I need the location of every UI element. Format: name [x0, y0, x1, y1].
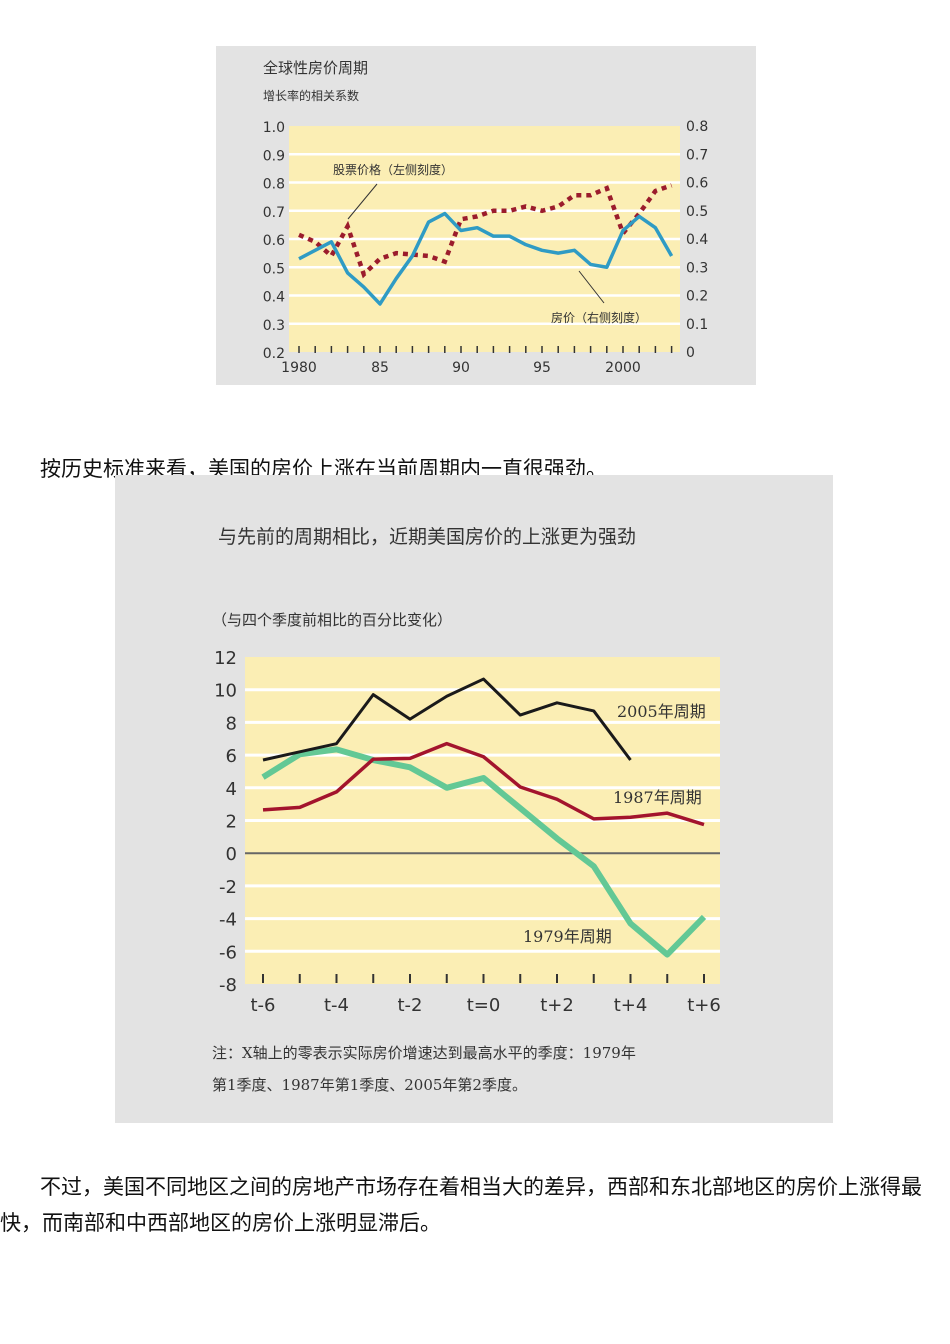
series-1979-cycle — [261, 746, 707, 958]
figure-global-housing-cycle: 全球性房价周期 增长率的相关系数 1.0 0.9 0.8 0.7 0.6 0.5 0.4 0.3 0… — [216, 46, 756, 385]
y-left-tick-label: 0.8 — [263, 177, 285, 193]
paragraph-regional-differences: 不过，美国不同地区之间的房地产市场存在着相当大的差异，西部和东北部地区的房价上涨… — [0, 1175, 922, 1235]
label-1979-cycle: 1979年周期 — [523, 927, 612, 946]
x-tick-label: 2000 — [605, 360, 641, 376]
y-tick-label: -2 — [219, 877, 237, 898]
x-tick-label: 85 — [371, 360, 389, 376]
y-left-tick-label: 0.7 — [263, 205, 285, 221]
y-left-tick-label: 0.2 — [263, 346, 285, 362]
y-right-tick-label: 0 — [686, 345, 695, 361]
annotation-stock: 股票价格（左侧刻度） — [333, 162, 453, 177]
y-tick-label: 8 — [226, 713, 237, 734]
y-right-tick-label: 0.1 — [686, 317, 708, 333]
label-1987-cycle: 1987年周期 — [613, 788, 702, 807]
x-tick-label: 90 — [452, 360, 470, 376]
y-left-tick-label: 0.4 — [263, 290, 285, 306]
series-1987-cycle — [262, 741, 705, 827]
y-tick-label: -6 — [219, 942, 237, 963]
y-tick-label: 2 — [226, 812, 237, 833]
y-left-tick-label: 0.3 — [263, 318, 285, 334]
chart-note-line2: 第1季度、1987年第1季度、2005年第2季度。 — [212, 1076, 527, 1094]
x-tick-label: t+2 — [540, 995, 574, 1016]
y-left-tick-label: 0.9 — [263, 148, 285, 164]
y-right-tick-label: 0.5 — [686, 204, 708, 220]
annotation-leader — [578, 270, 605, 304]
y-left-tick-label: 1.0 — [263, 120, 285, 136]
y-right-tick-label: 0.8 — [686, 119, 708, 135]
y-tick-label: 10 — [214, 681, 237, 702]
y-right-tick-label: 0.4 — [686, 232, 708, 248]
y-tick-label: 0 — [226, 844, 237, 865]
y-tick-label: 4 — [226, 779, 237, 800]
y-tick-label: 12 — [214, 648, 237, 669]
x-tick-label: 95 — [533, 360, 551, 376]
chart-subtitle: （与四个季度前相比的百分比变化） — [212, 611, 452, 629]
x-tick-label: t-6 — [250, 995, 275, 1016]
annotation-house: 房价（右侧刻度） — [551, 310, 647, 325]
series-stock-price — [298, 183, 673, 279]
x-tick-label: t=0 — [467, 995, 501, 1016]
y-tick-label: -4 — [219, 910, 237, 931]
label-2005-cycle: 2005年周期 — [617, 702, 706, 721]
y-left-tick-label: 0.6 — [263, 233, 285, 249]
annotation-leader — [347, 183, 378, 220]
y-right-tick-label: 0.3 — [686, 260, 708, 276]
x-tick-label: t+4 — [614, 995, 648, 1016]
chart-note-line1: 注：X轴上的零表示实际房价增速达到最高水平的季度：1979年 — [212, 1044, 636, 1062]
y-right-tick-label: 0.6 — [686, 176, 708, 192]
y-right-tick-label: 0.2 — [686, 289, 708, 305]
chart-title: 全球性房价周期 — [263, 59, 368, 77]
x-tick-label: t-2 — [397, 995, 422, 1016]
y-tick-label: 6 — [226, 746, 237, 767]
x-tick-label: t-4 — [324, 995, 349, 1016]
y-right-tick-label: 0.7 — [686, 147, 708, 163]
x-tick-label: t+6 — [687, 995, 721, 1016]
figure-us-cycle-comparison: 与先前的周期相比，近期美国房价的上涨更为强劲 （与四个季度前相比的百分比变化） 12… — [115, 475, 833, 1123]
series-house-price — [298, 211, 674, 306]
y-left-tick-label: 0.5 — [263, 261, 285, 277]
y-tick-label: -8 — [219, 975, 237, 996]
series-2005-cycle — [262, 677, 632, 762]
chart-subtitle: 增长率的相关系数 — [263, 88, 359, 103]
chart-title: 与先前的周期相比，近期美国房价的上涨更为强劲 — [218, 526, 636, 548]
chart-us-cycle-comparison: 与先前的周期相比，近期美国房价的上涨更为强劲 （与四个季度前相比的百分比变化） 12… — [115, 475, 833, 1123]
x-tick-label: 1980 — [281, 360, 317, 376]
